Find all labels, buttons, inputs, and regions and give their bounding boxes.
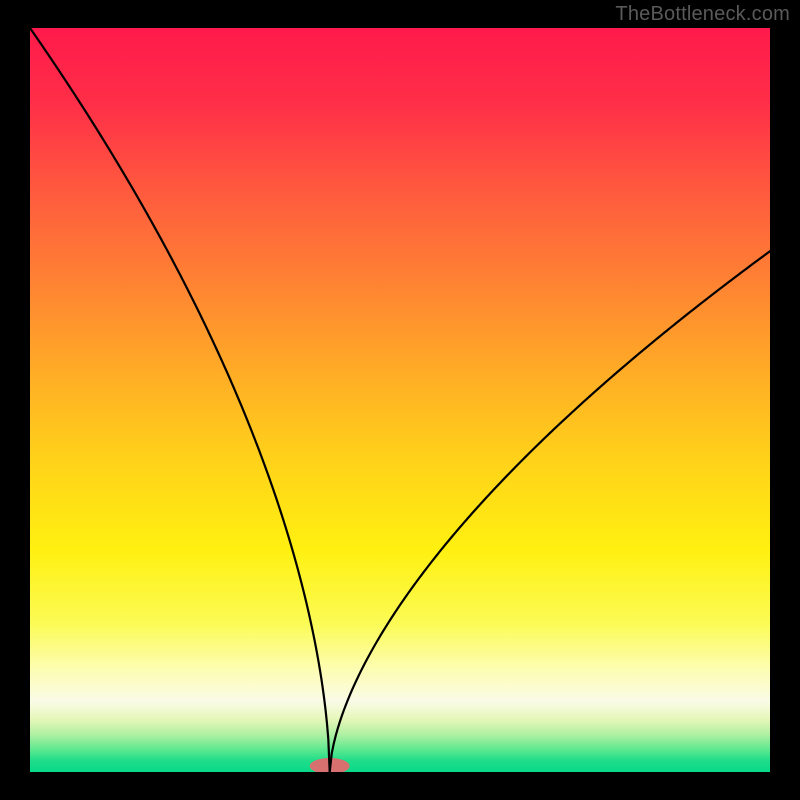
plot-area (26, 23, 777, 774)
chart-stage: TheBottleneck.com (0, 0, 800, 800)
gradient-background (30, 28, 770, 772)
bottleneck-chart-svg (0, 0, 800, 800)
watermark-text: TheBottleneck.com (615, 3, 790, 26)
